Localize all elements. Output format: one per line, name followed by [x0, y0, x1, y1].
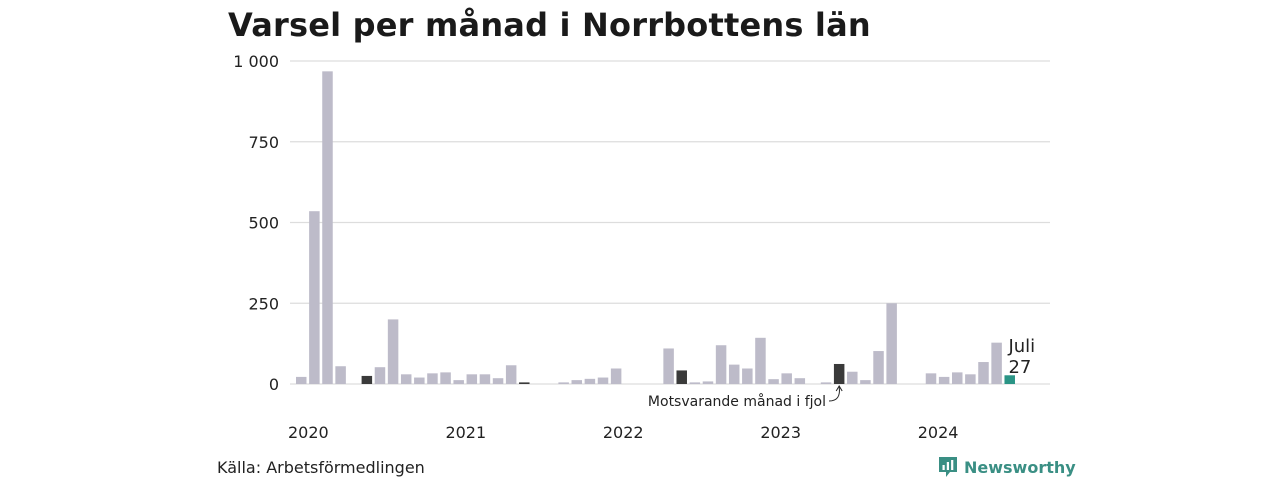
bar [414, 377, 425, 384]
bar [505, 365, 517, 384]
bar [715, 345, 727, 384]
bar [361, 375, 373, 384]
current-month-label: Juli [1007, 336, 1035, 357]
bar [584, 378, 596, 384]
bar [952, 372, 963, 384]
bar [387, 319, 399, 384]
bar [794, 378, 806, 384]
x-axis-year-labels: 2020 2021 2022 2023 2024 [288, 423, 958, 442]
bar [597, 377, 609, 384]
y-tick-label: 1 000 [233, 52, 279, 71]
y-tick-label: 500 [248, 214, 279, 233]
bar [781, 373, 792, 384]
bar [689, 382, 701, 384]
bar [978, 362, 989, 384]
bar [571, 380, 583, 384]
y-tick-label: 250 [248, 294, 279, 313]
bar [440, 372, 451, 384]
bar [873, 351, 884, 384]
annotation-arrowhead [835, 385, 843, 392]
bar-current-month [1004, 375, 1015, 384]
bar [335, 366, 346, 384]
bar [400, 374, 412, 384]
annotation-arrow [828, 386, 840, 402]
bar [965, 374, 976, 384]
y-tick-label: 750 [248, 133, 279, 152]
bar [755, 337, 766, 384]
newsworthy-logo[interactable]: Newsworthy [938, 456, 1076, 478]
bar [453, 380, 464, 384]
bars [296, 71, 1015, 384]
bar [519, 382, 530, 384]
y-axis-tick-labels: 0 250 500 750 1 000 [233, 52, 279, 394]
bar [925, 373, 937, 384]
brand-name: Newsworthy [964, 457, 1076, 477]
bar [833, 363, 845, 384]
bar [374, 367, 386, 384]
chart-title: Varsel per månad i Norrbottens län [228, 6, 871, 44]
bar [847, 371, 858, 384]
bar [820, 382, 832, 384]
x-year-label: 2020 [288, 423, 329, 442]
source-note: Källa: Arbetsförmedlingen [217, 458, 425, 477]
bar [663, 348, 674, 384]
y-tick-label: 0 [269, 375, 279, 394]
newsworthy-logo-icon [939, 457, 957, 477]
bar [492, 378, 504, 384]
bar [322, 71, 333, 384]
bar [309, 211, 320, 384]
bar [427, 373, 438, 384]
bar [860, 380, 871, 384]
bar [558, 382, 569, 384]
bar [676, 370, 687, 384]
bar [938, 376, 950, 384]
bar [610, 368, 622, 384]
bar [886, 303, 897, 384]
bar [742, 368, 753, 384]
x-year-label: 2023 [760, 423, 801, 442]
x-year-label: 2022 [603, 423, 644, 442]
x-year-label: 2021 [445, 423, 486, 442]
same-month-annotation: Motsvarande månad i fjol [648, 393, 826, 410]
bar [296, 376, 307, 384]
x-year-label: 2024 [918, 423, 959, 442]
bar [479, 374, 491, 384]
bar [466, 374, 478, 384]
bar [702, 381, 714, 384]
bar [728, 364, 740, 384]
gridlines [290, 60, 1050, 385]
bar [991, 342, 1002, 384]
bar [768, 379, 779, 384]
current-value-label: 27 [1008, 357, 1031, 378]
